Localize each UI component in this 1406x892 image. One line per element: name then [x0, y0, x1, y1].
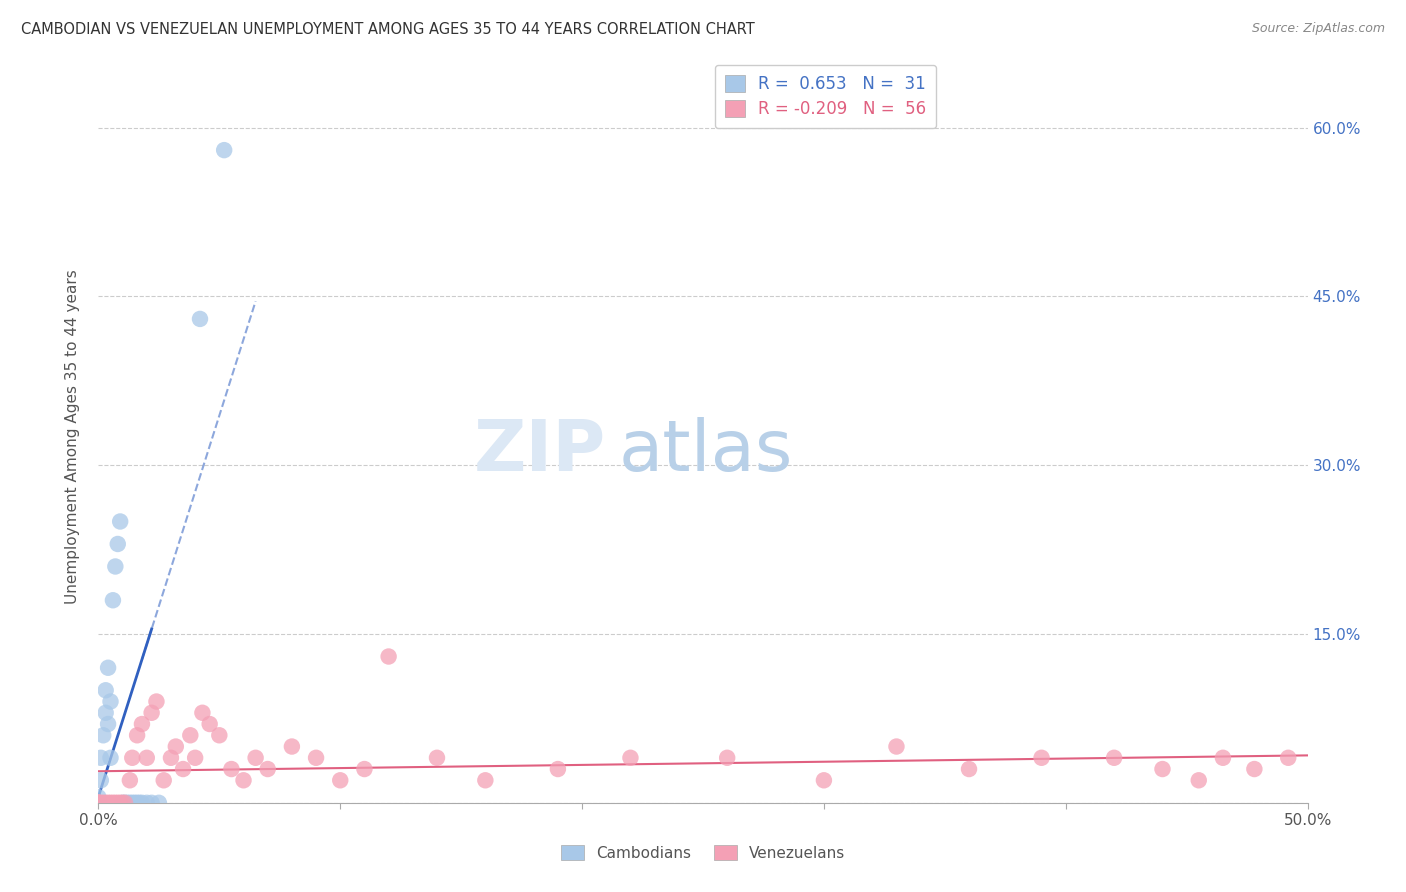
Point: [87, 796, 110, 810]
Point: [121, 796, 143, 810]
Point: [426, 751, 449, 765]
Point: [353, 762, 375, 776]
Point: [90, 751, 112, 765]
Point: [101, 593, 124, 607]
Point: [145, 694, 167, 708]
Point: [101, 796, 124, 810]
Point: [212, 143, 235, 157]
Point: [118, 773, 141, 788]
Point: [90, 773, 112, 788]
Point: [127, 728, 149, 742]
Point: [124, 796, 146, 810]
Point: [1102, 751, 1125, 765]
Point: [1277, 751, 1299, 765]
Point: [91, 728, 114, 742]
Point: [245, 751, 267, 765]
Text: CAMBODIAN VS VENEZUELAN UNEMPLOYMENT AMONG AGES 35 TO 44 YEARS CORRELATION CHART: CAMBODIAN VS VENEZUELAN UNEMPLOYMENT AMO…: [21, 22, 755, 37]
Point: [104, 796, 127, 810]
Point: [87, 796, 110, 810]
Point: [87, 796, 110, 810]
Point: [141, 796, 163, 810]
Point: [111, 796, 134, 810]
Point: [179, 728, 201, 742]
Point: [474, 773, 496, 788]
Point: [1188, 773, 1211, 788]
Point: [94, 683, 117, 698]
Point: [97, 717, 120, 731]
Point: [131, 796, 153, 810]
Point: [118, 796, 141, 810]
Point: [107, 796, 129, 810]
Point: [221, 762, 243, 776]
Point: [100, 694, 122, 708]
Legend: Cambodians, Venezuelans: Cambodians, Venezuelans: [553, 837, 853, 868]
Point: [184, 751, 207, 765]
Point: [87, 796, 110, 810]
Point: [91, 796, 114, 810]
Point: [111, 796, 134, 810]
Point: [377, 649, 399, 664]
Point: [619, 751, 641, 765]
Point: [957, 762, 980, 776]
Point: [114, 796, 136, 810]
Point: [108, 515, 131, 529]
Point: [100, 796, 122, 810]
Point: [886, 739, 908, 754]
Point: [128, 796, 150, 810]
Point: [281, 739, 304, 754]
Point: [172, 762, 194, 776]
Point: [329, 773, 352, 788]
Point: [1212, 751, 1234, 765]
Point: [198, 717, 221, 731]
Point: [87, 790, 110, 805]
Point: [141, 706, 163, 720]
Point: [94, 796, 117, 810]
Point: [87, 796, 110, 810]
Point: [1031, 751, 1053, 765]
Point: [547, 762, 569, 776]
Point: [114, 796, 136, 810]
Point: [117, 796, 139, 810]
Point: [208, 728, 231, 742]
Point: [107, 537, 129, 551]
Point: [121, 751, 143, 765]
Point: [131, 717, 153, 731]
Point: [813, 773, 835, 788]
Point: [716, 751, 738, 765]
Point: [305, 751, 328, 765]
Point: [191, 706, 214, 720]
Point: [104, 559, 127, 574]
Point: [256, 762, 278, 776]
Point: [152, 773, 174, 788]
Point: [232, 773, 254, 788]
Point: [127, 796, 149, 810]
Text: Source: ZipAtlas.com: Source: ZipAtlas.com: [1251, 22, 1385, 36]
Point: [97, 796, 120, 810]
Point: [87, 796, 110, 810]
Point: [108, 796, 131, 810]
Point: [1152, 762, 1174, 776]
Point: [100, 751, 122, 765]
Point: [87, 796, 110, 810]
Point: [135, 751, 157, 765]
Point: [135, 796, 157, 810]
Point: [90, 796, 112, 810]
Point: [87, 796, 110, 810]
Y-axis label: Unemployment Among Ages 35 to 44 years: Unemployment Among Ages 35 to 44 years: [65, 269, 80, 605]
Text: ZIP: ZIP: [474, 417, 606, 486]
Point: [160, 751, 183, 765]
Point: [94, 706, 117, 720]
Point: [188, 312, 211, 326]
Point: [148, 796, 170, 810]
Text: atlas: atlas: [619, 417, 793, 486]
Point: [97, 661, 120, 675]
Point: [165, 739, 187, 754]
Point: [1243, 762, 1265, 776]
